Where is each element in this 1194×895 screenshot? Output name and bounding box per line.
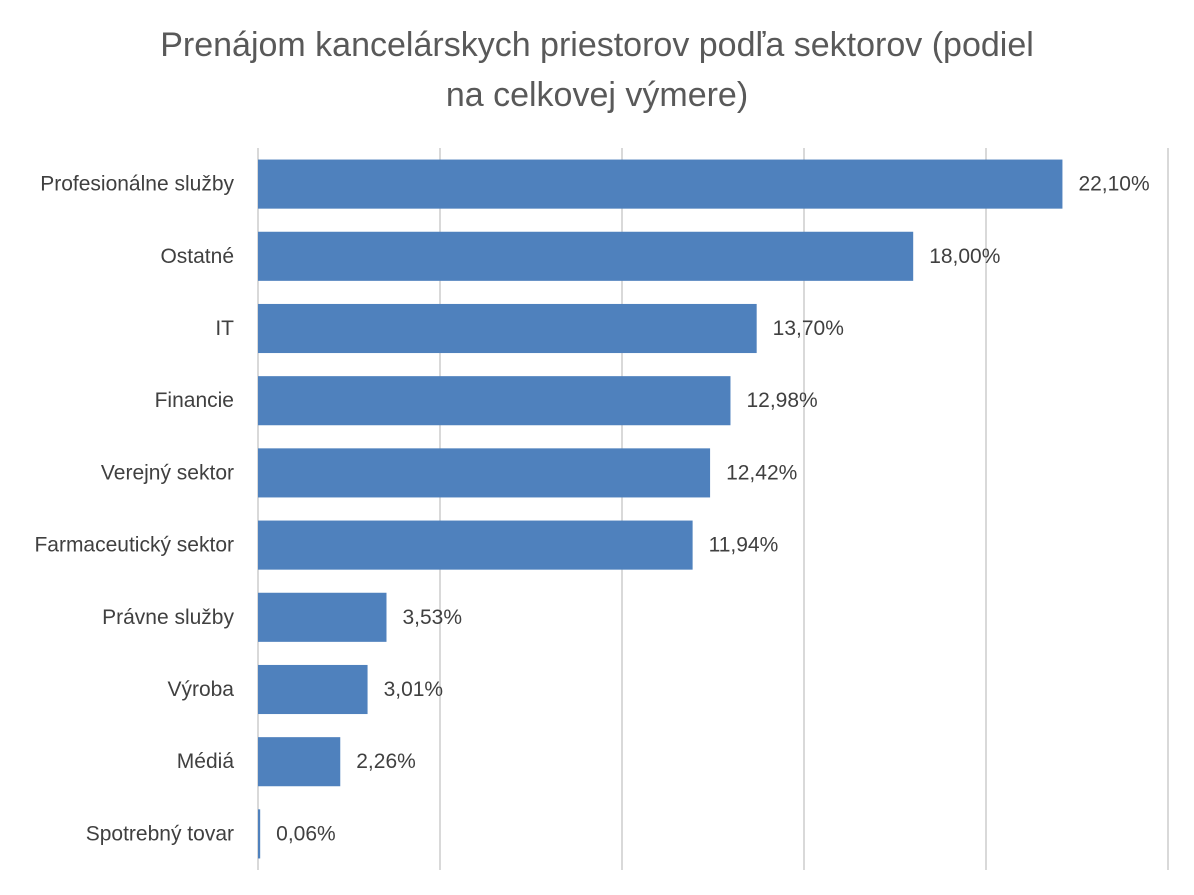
category-label: Médiá (177, 750, 235, 773)
bar (258, 737, 341, 787)
chart-title-line-2: na celkovej výmere) (446, 76, 748, 114)
labels: Profesionálne služby 22,10% Ostatné 18,00% I… (34, 173, 1149, 846)
data-label: 18,00% (929, 245, 1000, 268)
category-label: Spotrebný tovar (86, 822, 234, 845)
category-label: Farmaceutický sektor (34, 534, 234, 557)
chart-title-line-1: Prenájom kancelárskych priestorov podľa … (160, 26, 1034, 64)
category-label: Právne služby (102, 606, 234, 629)
category-label: IT (215, 317, 234, 340)
chart-title: Prenájom kancelárskych priestorov podľa … (160, 26, 1034, 114)
data-label: 12,98% (746, 389, 817, 412)
category-label: Financie (155, 389, 234, 412)
bar (258, 664, 368, 715)
bars (258, 159, 1063, 859)
bar (258, 520, 693, 570)
data-label: 2,26% (356, 750, 416, 773)
bar (258, 809, 261, 859)
data-label: 13,70% (773, 317, 844, 340)
category-label: Verejný sektor (101, 461, 234, 484)
data-label: 11,94% (709, 534, 779, 557)
category-label: Výroba (167, 678, 234, 701)
bar (258, 159, 1063, 209)
data-label: 22,10% (1078, 173, 1149, 196)
bar (258, 592, 387, 642)
category-label: Profesionálne služby (40, 173, 234, 196)
bar (258, 303, 757, 354)
bar (258, 448, 711, 498)
data-label: 3,53% (402, 606, 462, 629)
data-label: 3,01% (384, 678, 444, 701)
data-label: 12,42% (726, 461, 797, 484)
data-label: 0,06% (276, 822, 336, 845)
bar (258, 231, 914, 281)
bar (258, 376, 731, 426)
category-label: Ostatné (160, 245, 234, 268)
